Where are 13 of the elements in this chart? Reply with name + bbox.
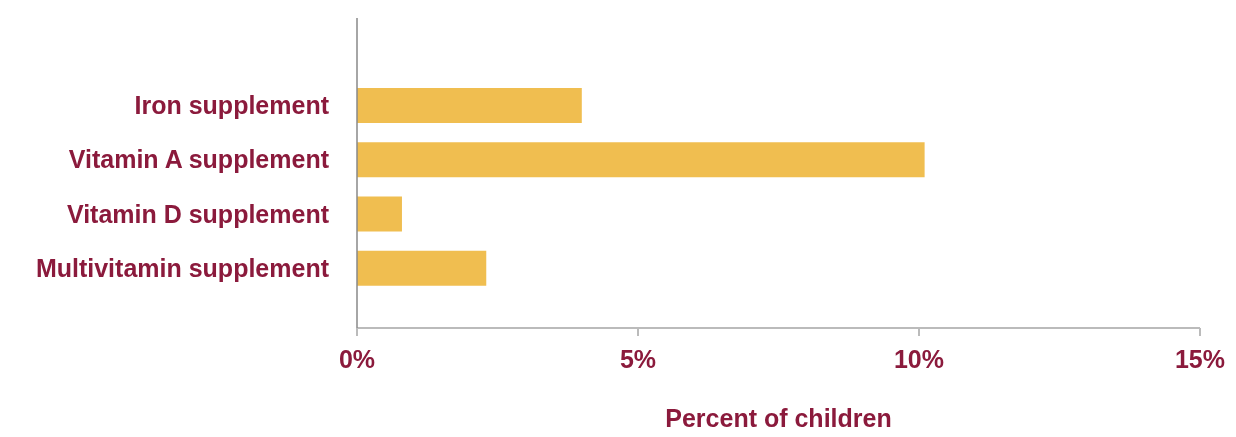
y-tick-label: Iron supplement — [134, 91, 330, 119]
bar — [357, 142, 925, 178]
y-tick-label: Vitamin D supplement — [66, 199, 330, 228]
bar — [357, 196, 402, 232]
x-tick-label: 5% — [619, 344, 657, 373]
x-tick-label: 10% — [893, 344, 945, 373]
bar — [357, 88, 582, 123]
bar — [357, 250, 487, 286]
y-tick-label: Multivitamin supplement — [35, 253, 330, 282]
x-tick-label: 15% — [1174, 344, 1226, 373]
x-axis-title: Percent of children — [665, 404, 892, 432]
x-tick-label: 0% — [338, 344, 376, 373]
y-tick-label: Vitamin A supplement — [68, 145, 330, 174]
